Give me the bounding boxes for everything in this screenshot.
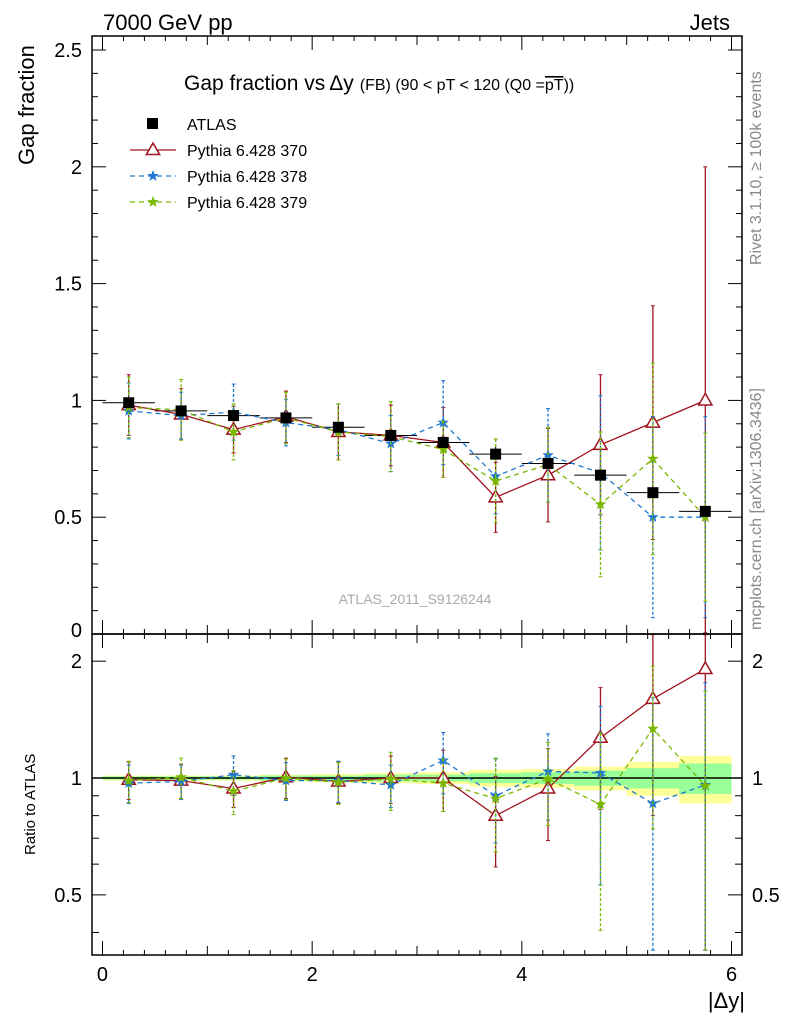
atlas-point (699, 505, 711, 517)
header-left: 7000 GeV pp (103, 10, 233, 35)
atlas-point (490, 448, 502, 460)
series-0-ratio-line (128, 668, 706, 817)
series-0-top-line (128, 399, 706, 499)
x-axis-label: |Δy| (708, 988, 745, 1013)
series-1-top-line (128, 410, 706, 518)
bottom-panel-plot (120, 634, 714, 951)
x-tick-label: 4 (516, 964, 527, 986)
legend-atlas-label: ATLAS (187, 117, 237, 134)
y-tick-label-bottom-right: 2 (752, 651, 763, 673)
series-1-top-point (647, 511, 659, 523)
title-end: )) (564, 77, 575, 94)
legend: ATLAS Pythia 6.428 370 Pythia 6.428 378 Pyt… (130, 117, 307, 212)
y-tick-label-bottom-right: 0.5 (752, 885, 780, 907)
series-2-ratio-point (542, 772, 554, 784)
series-1-ratio-point (542, 765, 554, 777)
legend-series-2-marker (147, 196, 159, 207)
legend-series-1-marker (147, 170, 159, 181)
y-tick-label-top: 1 (71, 390, 82, 412)
series-2-top-point (647, 452, 659, 464)
mcplots-label: mcplots.cern.ch [arXiv:1306.3436] (748, 388, 765, 630)
series-2-top-point (437, 443, 449, 455)
legend-series-1-label: Pythia 6.428 378 (187, 169, 307, 186)
series-0-ratio-point (697, 660, 714, 675)
chart-title: Gap fraction vs Δy (FB) (90 < pT < 120 (Q0… (184, 72, 574, 95)
atlas-point (175, 405, 187, 417)
series-2-ratio-point (280, 772, 292, 783)
bottom-panel-bands (92, 755, 742, 804)
series-2-ratio-point (175, 771, 187, 782)
atlas-point (385, 429, 397, 441)
title-main: Gap fraction vs (184, 72, 325, 95)
atlas-point (228, 410, 240, 422)
title-sub: (FB) (90 < pT < 120 (Q0 = (360, 77, 545, 94)
x-tick-label: 6 (726, 964, 737, 986)
atlas-point (123, 397, 135, 409)
x-tick-label: 0 (97, 964, 108, 986)
atlas-point (647, 487, 659, 499)
series-2-ratio-point (123, 774, 135, 786)
series-2-ratio-point (437, 777, 449, 788)
series-0-top-point (697, 391, 714, 406)
series-2-ratio-point (489, 792, 502, 804)
legend-series-2-label: Pythia 6.428 379 (187, 195, 307, 212)
top-panel-plot (102, 166, 732, 634)
series-2-ratio-point (699, 779, 711, 791)
y-axis-label-bottom: Ratio to ATLAS (22, 754, 39, 855)
y-tick-label-top: 2.5 (54, 40, 82, 62)
axes: 0 2 4 6 0.5 1 1.5 2 2.5 0 0.5 0.5 1 1 2 2 (54, 35, 780, 986)
title-over: pT (545, 77, 564, 94)
series-2-top-point (489, 475, 502, 486)
x-tick-label: 2 (307, 964, 318, 986)
atlas-point (280, 412, 292, 424)
series-2-top-line (128, 406, 706, 518)
atlas-point (594, 469, 606, 481)
y-tick-label-bottom-left: 1 (71, 768, 82, 790)
series-1-top-point (123, 404, 135, 416)
series-2-top-point (594, 498, 607, 510)
title-symbol: Δy (329, 72, 354, 95)
atlas-point (542, 457, 554, 469)
series-2-top-point (227, 425, 240, 437)
watermark: ATLAS_2011_S9126244 (339, 591, 492, 607)
atlas-point (437, 436, 449, 448)
series-2-ratio-point (647, 722, 659, 734)
y-axis-label-top: Gap fraction (14, 45, 39, 165)
series-1-ratio-point (594, 767, 607, 778)
series-1-ratio-point (227, 768, 240, 780)
series-2-ratio-point (385, 772, 397, 784)
y-tick-label-bottom-left: 0.5 (54, 885, 82, 907)
y-tick-label-bottom-right: 1 (752, 768, 763, 790)
series-1-ratio-line (128, 759, 706, 805)
atlas-point (332, 421, 344, 433)
y-tick-label-top-zero: 0 (71, 620, 82, 642)
y-tick-label-top: 1.5 (54, 274, 82, 296)
header-right: Jets (690, 10, 730, 35)
rivet-label: Rivet 3.1.10, ≥ 100k events (748, 71, 765, 265)
series-2-ratio-point (332, 776, 345, 788)
y-tick-label-top: 2 (71, 157, 82, 179)
legend-series-0-marker (145, 141, 161, 156)
series-2-ratio-point (594, 798, 607, 810)
series-2-ratio-line (128, 727, 706, 806)
y-tick-label-bottom-left: 2 (71, 651, 82, 673)
series-2-ratio-point (227, 785, 240, 796)
legend-series-0-label: Pythia 6.428 370 (187, 143, 307, 160)
y-tick-label-top: 0.5 (54, 507, 82, 529)
legend-atlas-marker (147, 118, 158, 129)
